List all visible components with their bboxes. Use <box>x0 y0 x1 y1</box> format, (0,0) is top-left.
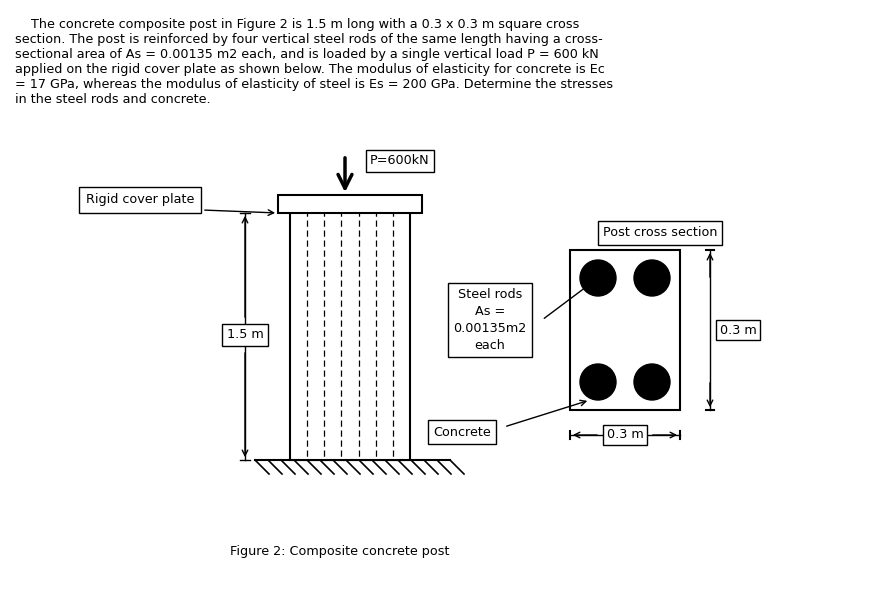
Bar <box>570 250 680 410</box>
Text: applied on the rigid cover plate as shown below. The modulus of elasticity for c: applied on the rigid cover plate as show… <box>15 63 605 76</box>
Text: = 17 GPa, whereas the modulus of elasticity of steel is Es = 200 GPa. Determine : = 17 GPa, whereas the modulus of elastic… <box>15 78 613 91</box>
Bar <box>278 195 422 213</box>
Text: 0.3 m: 0.3 m <box>719 323 756 336</box>
Text: 0.3 m: 0.3 m <box>607 428 643 441</box>
Text: 1.5 m: 1.5 m <box>227 329 263 342</box>
Text: sectional area of As = 0.00135 m2 each, and is loaded by a single vertical load : sectional area of As = 0.00135 m2 each, … <box>15 48 599 61</box>
Text: The concrete composite post in Figure 2 is 1.5 m long with a 0.3 x 0.3 m square : The concrete composite post in Figure 2 … <box>15 18 580 31</box>
Text: section. The post is reinforced by four vertical steel rods of the same length h: section. The post is reinforced by four … <box>15 33 603 46</box>
Text: Steel rods
As =
0.00135m2
each: Steel rods As = 0.00135m2 each <box>453 288 527 352</box>
Text: Figure 2: Composite concrete post: Figure 2: Composite concrete post <box>230 545 450 558</box>
Text: Post cross section: Post cross section <box>603 227 718 240</box>
Circle shape <box>580 260 616 296</box>
Bar <box>290 210 410 460</box>
Circle shape <box>580 364 616 400</box>
Text: P=600kN: P=600kN <box>370 155 430 168</box>
Text: Concrete: Concrete <box>433 425 491 438</box>
Text: Rigid cover plate: Rigid cover plate <box>86 194 194 206</box>
Circle shape <box>634 260 670 296</box>
Text: in the steel rods and concrete.: in the steel rods and concrete. <box>15 93 211 106</box>
Circle shape <box>634 364 670 400</box>
